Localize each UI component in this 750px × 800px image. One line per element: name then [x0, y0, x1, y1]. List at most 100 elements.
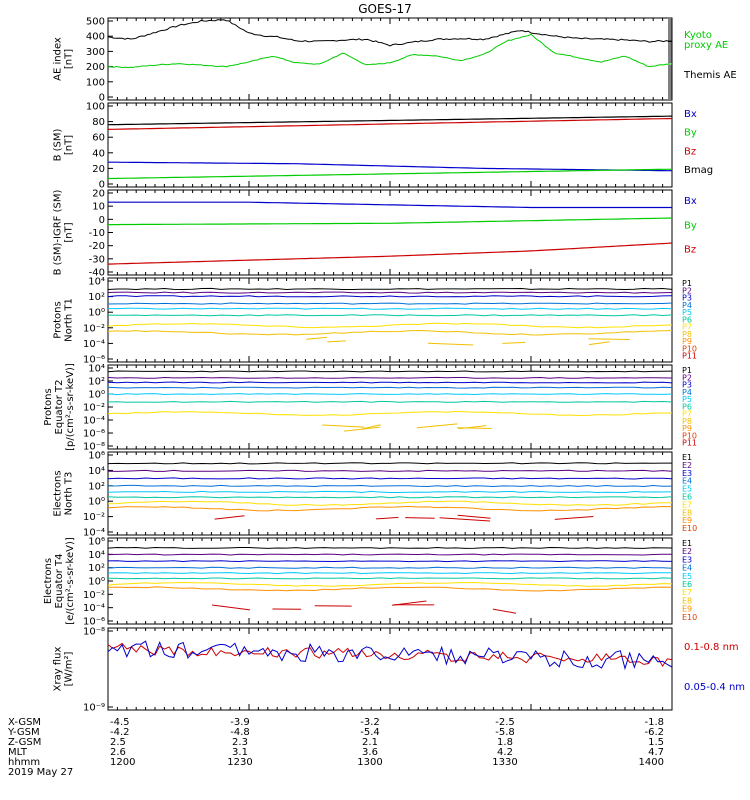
legend-e6: E6	[682, 493, 692, 502]
y-tick-label: 10⁻²	[83, 323, 105, 334]
legend-p9: P9	[682, 424, 692, 433]
particle-series-5-7	[107, 505, 673, 512]
y-tick-label: 10⁻⁴	[83, 339, 105, 350]
particle-series-3-7	[107, 329, 673, 336]
legend-p11: P11	[682, 352, 697, 361]
particle-series-5-6	[107, 500, 673, 506]
y-tick-label: 10⁴	[88, 550, 105, 561]
y-tick-label: 200	[86, 62, 105, 73]
panel-xray: 10⁻⁸ 10⁻⁹ Xray flux [W/m²] 0.1-0.8 nm 0.05-0.…	[53, 627, 746, 714]
xray-series-0	[107, 642, 673, 668]
legend-e10: E10	[682, 524, 697, 533]
particle-fragment	[327, 340, 346, 343]
particle-series-3-2	[107, 295, 673, 298]
particle-series-6-0	[107, 546, 673, 549]
legend-e1: E1	[682, 539, 692, 548]
legend-p4: P4	[682, 388, 692, 397]
y-axis-label: Equator T4	[54, 554, 65, 609]
footer-value: -4.8	[230, 727, 250, 738]
y-tick-label: 10⁶	[88, 537, 105, 548]
y-axis-label: Xray flux	[53, 647, 64, 692]
footer-value: -5.4	[360, 727, 380, 738]
particle-fragment	[416, 423, 458, 429]
legend-p10: P10	[682, 344, 697, 353]
particle-series-4-1	[107, 376, 673, 379]
particle-fragment	[588, 338, 631, 340]
legend-0-05-0-4-nm: 0.05-0.4 nm	[684, 682, 745, 693]
legend-by: By	[684, 220, 697, 231]
particle-series-5-0	[107, 462, 672, 465]
y-axis-label: [nT]	[64, 135, 75, 155]
plot-title: GOES-17	[358, 2, 412, 16]
y-tick-label: 10⁰	[88, 308, 105, 319]
particle-fragment	[211, 604, 251, 611]
y-tick-label: 10⁻⁶	[83, 617, 105, 628]
footer-label-z-gsm: Z-GSM	[8, 737, 41, 748]
legend-p3: P3	[682, 294, 692, 303]
y-tick-label: -30	[89, 254, 105, 265]
particle-series-4-4	[107, 393, 673, 396]
legend-e3: E3	[682, 469, 692, 478]
particle-series-6-4	[107, 572, 672, 575]
legend-p8: P8	[682, 330, 692, 339]
particle-fragment	[439, 517, 490, 522]
particle-fragment	[456, 427, 492, 429]
legend-e1: E1	[682, 453, 692, 462]
particle-series-3-0	[107, 287, 673, 291]
particle-series-6-6	[107, 581, 673, 587]
y-tick-label: 500	[86, 17, 105, 28]
y-tick-label: -10	[89, 228, 105, 239]
y-tick-label: -40	[89, 268, 105, 279]
particle-series-5-2	[107, 477, 673, 480]
panel-frame	[107, 277, 673, 363]
y-tick-label: 0	[99, 93, 105, 104]
footer-value: 1300	[357, 757, 382, 768]
legend-e9: E9	[682, 605, 692, 614]
y-axis-label: B (SM)	[53, 128, 64, 161]
footer-label-y-gsm: Y-GSM	[7, 727, 40, 738]
y-tick-label: 10²	[88, 481, 105, 492]
y-axis-label: Electrons	[53, 470, 64, 516]
y-tick-label: 10⁴	[88, 277, 105, 288]
y-tick-label: 10⁻²	[83, 403, 105, 414]
y-tick-label: 10²	[88, 377, 105, 388]
footer-value: 2.6	[110, 747, 126, 758]
particle-fragment	[457, 514, 491, 519]
particle-series-6-7	[107, 586, 673, 592]
legend-e7: E7	[682, 588, 692, 597]
footer-date: 2019 May 27	[8, 767, 73, 778]
legend-e5: E5	[682, 572, 692, 581]
legend-e9: E9	[682, 516, 692, 525]
bfield-series-1-2	[108, 161, 672, 172]
y-tick-label: 10⁻⁶	[83, 429, 105, 440]
legend-kyoto: Kyoto	[684, 30, 712, 41]
legend-p6: P6	[682, 315, 692, 324]
bfield-series-1-3	[108, 168, 673, 180]
legend-e3: E3	[682, 555, 692, 564]
particle-fragment	[376, 516, 399, 520]
y-tick-label: 10⁻⁴	[83, 603, 105, 614]
y-tick-label: 10	[92, 202, 105, 213]
particle-fragment	[588, 341, 610, 346]
particle-series-4-6	[107, 410, 673, 417]
y-tick-label: -20	[89, 241, 105, 252]
legend-e10: E10	[682, 613, 697, 622]
particle-series-5-1	[107, 469, 673, 472]
y-tick-label: 10⁻⁸	[83, 627, 105, 638]
footer-ephemeris: X-GSM -4.5 -3.9 -3.2 -2.5 -1.8 Y-GSM -4.2 -4.8 -5…	[7, 717, 664, 778]
panel-peq: 10⁴ 10² 10⁰ 10⁻² 10⁻⁴ 10⁻⁶ 10⁻⁸ Protons Equator …	[43, 363, 697, 452]
y-axis-label: Equator T2	[54, 380, 65, 435]
particle-series-4-3	[107, 386, 673, 389]
footer-value: -3.9	[230, 717, 250, 728]
particle-fragment	[361, 424, 381, 430]
legend-p10: P10	[682, 431, 697, 440]
bfield-series-2-2	[107, 242, 673, 265]
footer-value: -5.8	[495, 727, 515, 738]
y-tick-label: 400	[86, 32, 105, 43]
legend-p6: P6	[682, 402, 692, 411]
y-axis-label: Protons	[53, 301, 64, 338]
y-tick-label: 10⁻⁸	[83, 442, 105, 453]
y-tick-label: 0	[99, 180, 105, 191]
footer-value: -2.5	[495, 717, 515, 728]
